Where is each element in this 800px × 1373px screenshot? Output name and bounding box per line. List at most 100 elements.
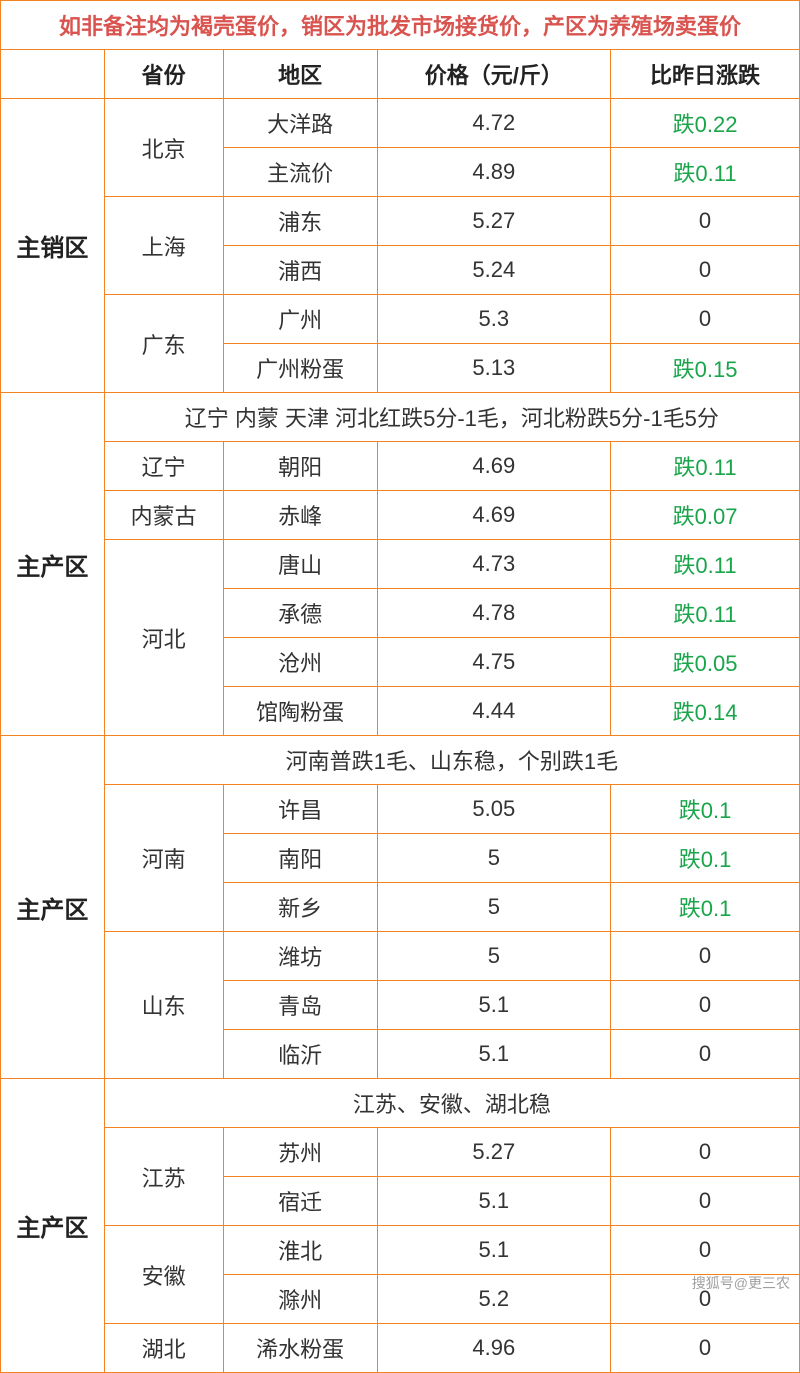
price-cell: 5 xyxy=(377,883,610,932)
table-row: 山东潍坊50 xyxy=(1,932,800,981)
region-cell: 主产区 xyxy=(1,736,105,1079)
change-cell: 0 xyxy=(611,295,800,344)
price-cell: 4.73 xyxy=(377,540,610,589)
price-cell: 5.2 xyxy=(377,1275,610,1324)
price-cell: 5.13 xyxy=(377,344,610,393)
change-cell: 跌0.07 xyxy=(611,491,800,540)
district-cell: 馆陶粉蛋 xyxy=(223,687,377,736)
region-cell: 主销区 xyxy=(1,99,105,393)
table-row: 河南许昌5.05跌0.1 xyxy=(1,785,800,834)
province-cell: 辽宁 xyxy=(104,442,223,491)
table-row: 江苏苏州5.270 xyxy=(1,1128,800,1177)
change-cell: 0 xyxy=(611,981,800,1030)
price-cell: 4.78 xyxy=(377,589,610,638)
price-cell: 5.1 xyxy=(377,1177,610,1226)
price-cell: 4.89 xyxy=(377,148,610,197)
col-price: 价格（元/斤） xyxy=(377,50,610,99)
district-cell: 赤峰 xyxy=(223,491,377,540)
price-cell: 5.27 xyxy=(377,197,610,246)
district-cell: 广州 xyxy=(223,295,377,344)
change-cell: 跌0.14 xyxy=(611,687,800,736)
price-cell: 5.05 xyxy=(377,785,610,834)
district-cell: 滁州 xyxy=(223,1275,377,1324)
price-cell: 5.1 xyxy=(377,1030,610,1079)
change-cell: 跌0.15 xyxy=(611,344,800,393)
table-row: 辽宁朝阳4.69跌0.11 xyxy=(1,442,800,491)
egg-price-table: 如非备注均为褐壳蛋价，销区为批发市场接货价，产区为养殖场卖蛋价 省份 地区 价格… xyxy=(0,0,800,1373)
section-note-row: 主产区河南普跌1毛、山东稳，个别跌1毛 xyxy=(1,736,800,785)
table-body: 主销区北京大洋路4.72跌0.22主流价4.89跌0.11上海浦东5.270浦西… xyxy=(1,99,800,1373)
col-change: 比昨日涨跌 xyxy=(611,50,800,99)
price-cell: 4.96 xyxy=(377,1324,610,1373)
region-cell: 主产区 xyxy=(1,1079,105,1373)
section-note: 江苏、安徽、湖北稳 xyxy=(104,1079,799,1128)
table-row: 安徽淮北5.10 xyxy=(1,1226,800,1275)
district-cell: 淮北 xyxy=(223,1226,377,1275)
column-header-row: 省份 地区 价格（元/斤） 比昨日涨跌 xyxy=(1,50,800,99)
district-cell: 苏州 xyxy=(223,1128,377,1177)
province-cell: 广东 xyxy=(104,295,223,393)
change-cell: 跌0.1 xyxy=(611,883,800,932)
district-cell: 沧州 xyxy=(223,638,377,687)
change-cell: 跌0.1 xyxy=(611,785,800,834)
change-cell: 跌0.11 xyxy=(611,442,800,491)
price-cell: 5 xyxy=(377,932,610,981)
table-row: 主销区北京大洋路4.72跌0.22 xyxy=(1,99,800,148)
price-cell: 5.1 xyxy=(377,981,610,1030)
change-cell: 0 xyxy=(611,197,800,246)
col-province: 省份 xyxy=(104,50,223,99)
section-note-row: 主产区江苏、安徽、湖北稳 xyxy=(1,1079,800,1128)
table-row: 广东广州5.30 xyxy=(1,295,800,344)
price-cell: 4.72 xyxy=(377,99,610,148)
table-row: 河北唐山4.73跌0.11 xyxy=(1,540,800,589)
province-cell: 河南 xyxy=(104,785,223,932)
district-cell: 朝阳 xyxy=(223,442,377,491)
district-cell: 潍坊 xyxy=(223,932,377,981)
col-region-blank xyxy=(1,50,105,99)
district-cell: 南阳 xyxy=(223,834,377,883)
table-row: 湖北浠水粉蛋4.960 xyxy=(1,1324,800,1373)
price-cell: 4.69 xyxy=(377,442,610,491)
district-cell: 新乡 xyxy=(223,883,377,932)
district-cell: 广州粉蛋 xyxy=(223,344,377,393)
price-cell: 4.75 xyxy=(377,638,610,687)
change-cell: 0 xyxy=(611,246,800,295)
region-cell: 主产区 xyxy=(1,393,105,736)
province-cell: 江苏 xyxy=(104,1128,223,1226)
district-cell: 浦东 xyxy=(223,197,377,246)
change-cell: 0 xyxy=(611,1030,800,1079)
district-cell: 唐山 xyxy=(223,540,377,589)
province-cell: 上海 xyxy=(104,197,223,295)
change-cell: 跌0.22 xyxy=(611,99,800,148)
change-cell: 跌0.05 xyxy=(611,638,800,687)
price-cell: 5.1 xyxy=(377,1226,610,1275)
table-row: 上海浦东5.270 xyxy=(1,197,800,246)
change-cell: 0 xyxy=(611,1226,800,1275)
price-cell: 4.69 xyxy=(377,491,610,540)
table-row: 内蒙古赤峰4.69跌0.07 xyxy=(1,491,800,540)
district-cell: 大洋路 xyxy=(223,99,377,148)
district-cell: 主流价 xyxy=(223,148,377,197)
table-title: 如非备注均为褐壳蛋价，销区为批发市场接货价，产区为养殖场卖蛋价 xyxy=(1,1,800,50)
price-cell: 4.44 xyxy=(377,687,610,736)
district-cell: 临沂 xyxy=(223,1030,377,1079)
change-cell: 0 xyxy=(611,1324,800,1373)
province-cell: 安徽 xyxy=(104,1226,223,1324)
change-cell: 0 xyxy=(611,932,800,981)
district-cell: 承德 xyxy=(223,589,377,638)
title-row: 如非备注均为褐壳蛋价，销区为批发市场接货价，产区为养殖场卖蛋价 xyxy=(1,1,800,50)
section-note: 河南普跌1毛、山东稳，个别跌1毛 xyxy=(104,736,799,785)
price-cell: 5.3 xyxy=(377,295,610,344)
province-cell: 山东 xyxy=(104,932,223,1079)
change-cell: 跌0.11 xyxy=(611,540,800,589)
district-cell: 浠水粉蛋 xyxy=(223,1324,377,1373)
province-cell: 湖北 xyxy=(104,1324,223,1373)
section-note: 辽宁 内蒙 天津 河北红跌5分-1毛，河北粉跌5分-1毛5分 xyxy=(104,393,799,442)
province-cell: 内蒙古 xyxy=(104,491,223,540)
change-cell: 0 xyxy=(611,1128,800,1177)
change-cell: 跌0.1 xyxy=(611,834,800,883)
price-cell: 5.27 xyxy=(377,1128,610,1177)
change-cell: 跌0.11 xyxy=(611,148,800,197)
district-cell: 青岛 xyxy=(223,981,377,1030)
district-cell: 宿迁 xyxy=(223,1177,377,1226)
